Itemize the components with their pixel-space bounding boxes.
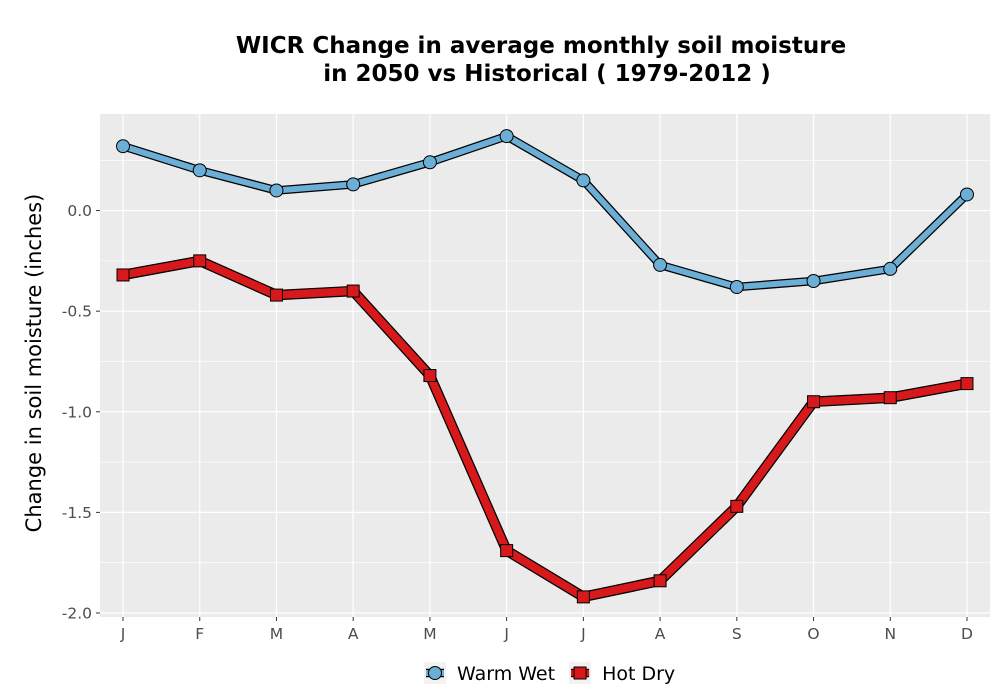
legend: Warm Wet Hot Dry: [424, 662, 675, 685]
y-tick-label-3: -1.5: [62, 504, 92, 522]
y-tick-label-4: -2.0: [62, 604, 92, 622]
x-tick-label-1: F: [195, 625, 204, 643]
series-hot-dry-point-1: [193, 254, 207, 268]
series-warm-wet-line: [120, 133, 970, 291]
series-warm-wet-point-2: [269, 183, 284, 198]
x-tick-label-8: S: [732, 625, 742, 643]
x-tick-label-7: A: [655, 625, 666, 643]
series-warm-wet-point-8: [729, 280, 744, 295]
chart-title-line-2: in 2050 vs Historical ( 1979-2012 ): [323, 61, 770, 87]
grid-lines: [100, 114, 990, 617]
series-warm-wet-point-9: [806, 273, 821, 288]
series-warm-wet-point-0: [116, 139, 131, 154]
y-tick-label-2: -1.0: [62, 403, 92, 421]
series-warm-wet-point-10: [883, 261, 898, 276]
x-tick-label-11: D: [961, 625, 973, 643]
series-hot-dry-point-2: [269, 288, 283, 302]
series-hot-dry-point-6: [576, 590, 590, 604]
series-warm-wet: [116, 129, 974, 295]
y-tick-label-1: -0.5: [62, 303, 92, 321]
legend-key-marker-hot-dry: [573, 666, 587, 680]
x-tick-label-10: N: [884, 625, 896, 643]
series-hot-dry-line: [119, 256, 971, 601]
series-layer: [116, 129, 974, 604]
series-hot-dry-point-5: [500, 544, 514, 558]
series-warm-wet-point-1: [192, 163, 207, 178]
legend-label-hot-dry: Hot Dry: [602, 663, 675, 685]
series-hot-dry-point-3: [346, 284, 360, 298]
series-warm-wet-point-6: [576, 173, 591, 188]
series-hot-dry-point-7: [653, 574, 667, 588]
legend-item-warm-wet: Warm Wet: [424, 662, 555, 685]
series-warm-wet-point-11: [959, 187, 974, 202]
x-tick-label-6: J: [580, 625, 586, 643]
chart-title-line-1: WICR Change in average monthly soil mois…: [236, 33, 846, 59]
x-tick-label-2: M: [270, 625, 283, 643]
series-hot-dry: [116, 254, 974, 604]
series-warm-wet-point-3: [346, 177, 361, 192]
series-hot-dry-point-10: [883, 391, 897, 405]
legend-label-warm-wet: Warm Wet: [457, 663, 555, 685]
series-warm-wet-point-5: [499, 129, 514, 144]
plot-panel: [100, 114, 990, 617]
x-tick-label-5: J: [503, 625, 509, 643]
series-hot-dry-point-4: [423, 369, 437, 383]
series-hot-dry-point-9: [807, 395, 821, 409]
x-tick-label-9: O: [807, 625, 819, 643]
series-hot-dry-point-0: [116, 268, 130, 282]
legend-item-hot-dry: Hot Dry: [569, 662, 675, 685]
series-hot-dry-point-8: [730, 499, 744, 513]
series-warm-wet-point-7: [653, 257, 668, 272]
y-axis: 0.0 -0.5 -1.0 -1.5 -2.0: [62, 202, 100, 622]
x-tick-label-4: M: [423, 625, 436, 643]
x-tick-label-0: J: [120, 625, 126, 643]
x-tick-label-3: A: [348, 625, 359, 643]
y-axis-title: Change in soil moisture (inches): [22, 194, 46, 533]
y-tick-label-0: 0.0: [67, 202, 92, 220]
series-hot-dry-point-11: [960, 377, 974, 391]
legend-key-marker-warm-wet: [428, 666, 442, 680]
series-warm-wet-point-4: [422, 155, 437, 170]
